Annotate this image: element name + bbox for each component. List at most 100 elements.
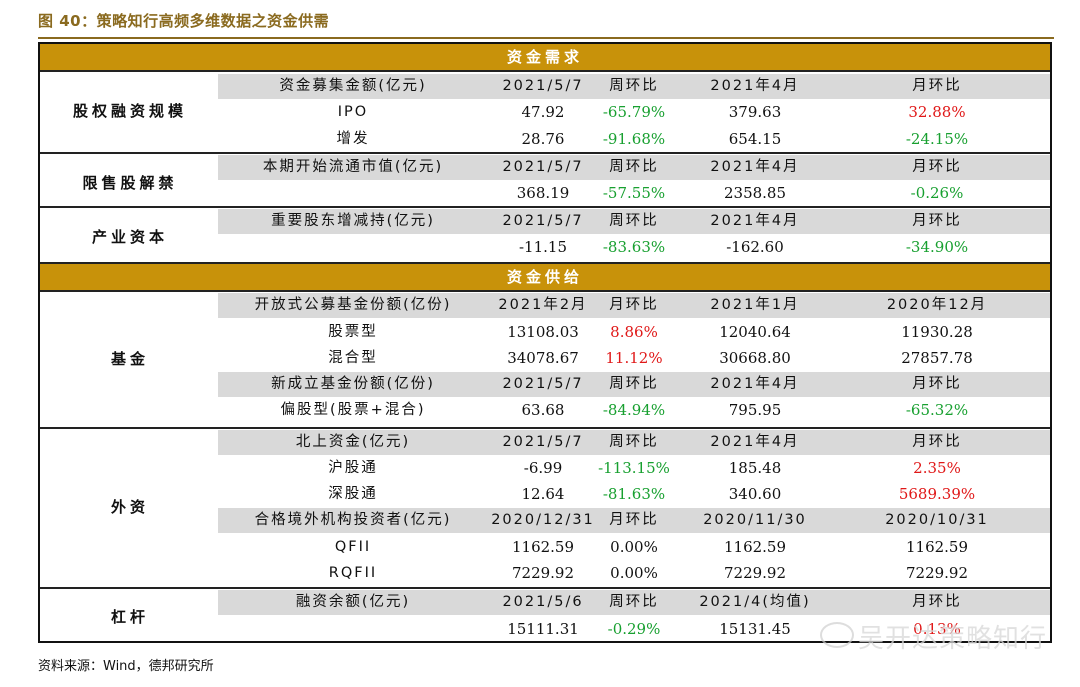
header-cell-fd_h-0: 开放式公募基金份额(亿份) <box>254 297 452 313</box>
table-cell-ef_2-3: 654.15 <box>728 130 782 148</box>
header-cell-fr_h-2: 周环比 <box>609 434 659 450</box>
header-cell-fr_h2-0: 合格境外机构投资者(亿元) <box>254 512 452 528</box>
table-cell-ic_1-4: -34.90% <box>905 238 969 256</box>
table-cell-fd_1-0: 股票型 <box>328 324 378 340</box>
table-cell-lu_1-1: 368.19 <box>516 184 570 202</box>
table-cell-fd_3-4: -65.32% <box>905 401 969 419</box>
table-cell-lv_1-0 <box>222 616 484 642</box>
header-cell-ic_h-0: 重要股东增减持(亿元) <box>271 213 435 229</box>
group-label-equity-financing: 股权融资规模 <box>72 102 187 120</box>
section-demand-band: 资金需求 <box>40 44 1050 70</box>
header-cell-ef_h-3: 2021年4月 <box>710 78 800 94</box>
header-row-bg <box>218 430 1050 455</box>
section-supply-band: 资金供给 <box>40 264 1050 290</box>
header-cell-fd_h-2: 月环比 <box>609 297 659 313</box>
table-cell-fr_3-0: QFII <box>334 539 372 555</box>
header-cell-fr_h-0: 北上资金(亿元) <box>295 434 411 450</box>
header-cell-fd_h-1: 2021年2月 <box>498 297 588 313</box>
header-row-bg <box>218 209 1050 234</box>
header-cell-fd_h2-2: 周环比 <box>609 376 659 392</box>
header-cell-ic_h-1: 2021/5/7 <box>502 213 584 229</box>
table-cell-fr_1-1: -6.99 <box>523 459 563 477</box>
table-cell-fd_3-0: 偏股型(股票+混合) <box>280 402 426 418</box>
table-cell-ef_1-1: 47.92 <box>521 103 565 121</box>
group-label-fund: 基金 <box>110 350 149 368</box>
table-cell-fd_2-0: 混合型 <box>328 350 378 366</box>
table-cell-fd_2-4: 27857.78 <box>901 349 973 367</box>
header-cell-ef_h-2: 周环比 <box>609 78 659 94</box>
figure-title: 图 40：策略知行高频多维数据之资金供需 <box>38 12 330 30</box>
divider <box>40 152 1050 154</box>
table-cell-fd_3-2: -84.94% <box>602 401 666 419</box>
watermark: 吴开达策略知行 <box>858 624 1048 654</box>
table-cell-fr_3-1: 1162.59 <box>511 538 575 556</box>
header-cell-fr_h2-3: 2020/11/30 <box>703 512 807 528</box>
table-cell-ef_1-3: 379.63 <box>728 103 782 121</box>
table-cell-fr_3-4: 1162.59 <box>905 538 969 556</box>
table-cell-fr_3-2: 0.00% <box>610 538 658 556</box>
header-row-bg <box>218 372 1050 397</box>
table-cell-ic_1-1: -11.15 <box>518 238 567 256</box>
table-cell-lu_1-0 <box>222 180 484 206</box>
header-cell-fr_h-3: 2021年4月 <box>710 434 800 450</box>
table-cell-fr_4-1: 7229.92 <box>511 564 575 582</box>
header-cell-lv_h-4: 月环比 <box>912 594 962 610</box>
divider <box>40 206 1050 208</box>
header-row-bg <box>218 590 1050 615</box>
header-cell-fd_h-3: 2021年1月 <box>710 297 800 313</box>
divider <box>40 290 1050 292</box>
header-cell-lv_h-2: 周环比 <box>609 594 659 610</box>
title-divider <box>38 37 1054 39</box>
header-cell-lu_h-3: 2021年4月 <box>710 159 800 175</box>
table-cell-ef_1-4: 32.88% <box>908 103 966 121</box>
header-row-bg <box>218 293 1050 318</box>
header-cell-lv_h-0: 融资余额(亿元) <box>295 594 411 610</box>
table-cell-ef_1-2: -65.79% <box>602 103 666 121</box>
table-cell-lu_1-4: -0.26% <box>910 184 964 202</box>
table-cell-fr_4-0: RQFII <box>328 565 378 581</box>
divider <box>40 70 1050 72</box>
table-cell-lv_1-2: -0.29% <box>607 620 661 638</box>
header-cell-fd_h2-3: 2021年4月 <box>710 376 800 392</box>
header-cell-fr_h-4: 月环比 <box>912 434 962 450</box>
table-cell-fr_1-0: 沪股通 <box>328 460 378 476</box>
table-cell-fd_2-3: 30668.80 <box>719 349 791 367</box>
header-cell-ef_h-4: 月环比 <box>912 78 962 94</box>
header-cell-fr_h-1: 2021/5/7 <box>502 434 584 450</box>
table-cell-fr_1-4: 2.35% <box>913 459 961 477</box>
table-cell-lv_1-4: 0.13% <box>913 620 961 638</box>
table-cell-ic_1-0 <box>222 234 484 260</box>
table-cell-ef_2-0: 增发 <box>336 131 370 147</box>
table-cell-fr_3-3: 1162.59 <box>723 538 787 556</box>
table-cell-fr_4-3: 7229.92 <box>723 564 787 582</box>
table-cell-fr_2-1: 12.64 <box>521 485 565 503</box>
header-cell-lu_h-4: 月环比 <box>912 159 962 175</box>
table-cell-ef_2-1: 28.76 <box>521 130 565 148</box>
table-cell-fd_1-1: 13108.03 <box>507 323 579 341</box>
table-cell-fd_1-2: 8.86% <box>610 323 658 341</box>
table-cell-fr_1-3: 185.48 <box>728 459 782 477</box>
table-cell-fr_2-3: 340.60 <box>728 485 782 503</box>
table-frame <box>38 42 1052 643</box>
group-label-industrial-capital: 产业资本 <box>91 228 168 246</box>
table-cell-fr_2-4: 5689.39% <box>898 485 976 503</box>
table-cell-fd_2-1: 34078.67 <box>507 349 579 367</box>
source-note: 资料来源：Wind，德邦研究所 <box>38 659 214 674</box>
table-cell-fd_3-1: 63.68 <box>521 401 565 419</box>
table-cell-lv_1-1: 15111.31 <box>507 620 579 638</box>
divider <box>40 427 1050 429</box>
divider <box>40 262 1050 264</box>
table-cell-ic_1-3: -162.60 <box>726 238 784 256</box>
table-cell-ef_2-4: -24.15% <box>905 130 969 148</box>
header-row-bg <box>218 508 1050 533</box>
header-cell-fd_h2-0: 新成立基金份额(亿份) <box>271 376 435 392</box>
header-cell-lv_h-3: 2021/4(均值) <box>699 594 811 610</box>
header-cell-lu_h-2: 周环比 <box>609 159 659 175</box>
table-cell-ic_1-2: -83.63% <box>602 238 666 256</box>
table-cell-fr_1-2: -113.15% <box>598 459 670 477</box>
header-cell-ef_h-1: 2021/5/7 <box>502 78 584 94</box>
header-cell-fr_h2-2: 月环比 <box>609 512 659 528</box>
wechat-logo-icon <box>820 622 854 648</box>
table-cell-ef_2-2: -91.68% <box>602 130 666 148</box>
table-cell-fr_2-0: 深股通 <box>328 486 378 502</box>
